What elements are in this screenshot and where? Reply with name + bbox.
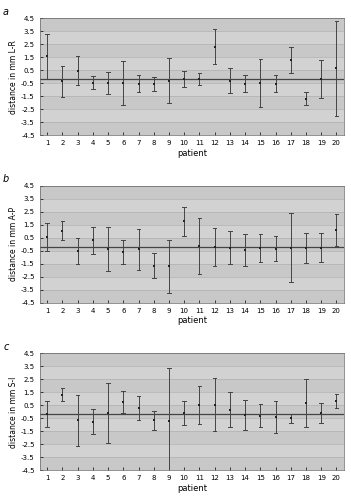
Y-axis label: distance in mm L-R: distance in mm L-R xyxy=(9,40,18,114)
Bar xyxy=(40,31,344,44)
Bar xyxy=(40,70,344,83)
X-axis label: patient: patient xyxy=(177,316,207,326)
X-axis label: patient: patient xyxy=(177,484,207,493)
Bar xyxy=(40,392,344,406)
Bar xyxy=(40,366,344,380)
Bar xyxy=(40,212,344,224)
Bar xyxy=(40,109,344,122)
Bar xyxy=(40,406,344,418)
Bar xyxy=(40,122,344,135)
Bar xyxy=(40,458,344,470)
Text: c: c xyxy=(3,342,8,352)
Bar xyxy=(40,354,344,366)
Text: b: b xyxy=(3,174,9,184)
Text: a: a xyxy=(3,7,9,17)
Bar xyxy=(40,380,344,392)
X-axis label: patient: patient xyxy=(177,149,207,158)
Bar xyxy=(40,57,344,70)
Bar xyxy=(40,18,344,31)
Bar xyxy=(40,198,344,211)
Bar xyxy=(40,238,344,251)
Bar xyxy=(40,264,344,277)
Bar xyxy=(40,224,344,237)
Bar xyxy=(40,444,344,458)
Y-axis label: distance in mm S-I: distance in mm S-I xyxy=(9,376,18,448)
Bar xyxy=(40,277,344,290)
Bar xyxy=(40,418,344,432)
Bar xyxy=(40,432,344,444)
Y-axis label: distance in mm A-P: distance in mm A-P xyxy=(9,207,18,282)
Bar xyxy=(40,186,344,198)
Bar xyxy=(40,290,344,303)
Bar xyxy=(40,251,344,264)
Bar xyxy=(40,44,344,57)
Bar xyxy=(40,83,344,96)
Bar xyxy=(40,96,344,109)
